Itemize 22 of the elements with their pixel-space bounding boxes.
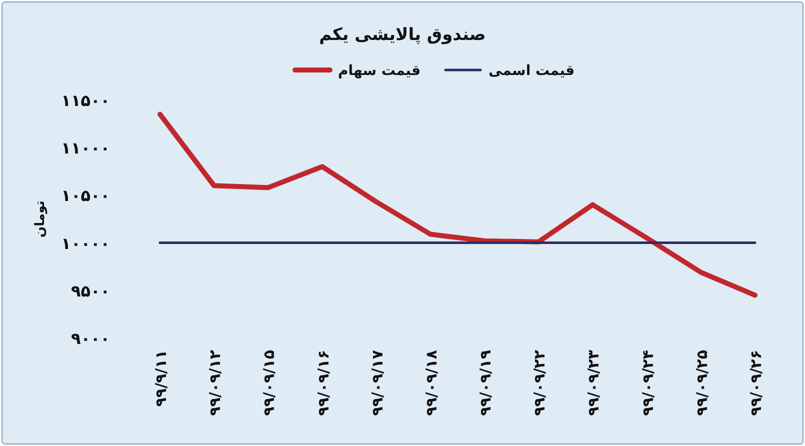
x-tick-label: ۹۹/۰۹/۱۶ bbox=[314, 350, 332, 416]
x-tick-label: ۹۹/۰۹/۲۴ bbox=[638, 350, 657, 416]
x-tick-label: ۹۹/۰۹/۱۹ bbox=[476, 350, 495, 416]
x-tick-label: ۹۹/۰۹/۱۷ bbox=[368, 350, 386, 416]
chart-title: صندوق پالایشی یکم bbox=[319, 25, 486, 45]
y-tick-label: ۱۱۵۰۰ bbox=[61, 91, 110, 110]
x-tick-label: ۹۹/۹/۱۱ bbox=[152, 350, 170, 407]
x-tick-label: ۹۹/۰۹/۲۶ bbox=[747, 350, 765, 416]
y-tick-label: ۱۱۰۰۰ bbox=[61, 138, 110, 158]
x-tick-label: ۹۹/۰۹/۱۸ bbox=[422, 350, 440, 416]
x-tick-label: ۹۹/۰۹/۱۵ bbox=[260, 350, 278, 416]
y-tick-label: ۱۰۵۰۰ bbox=[61, 186, 110, 206]
y-tick-label: ۱۰۰۰۰ bbox=[61, 234, 110, 253]
y-tick-label: ۹۵۰۰ bbox=[70, 281, 110, 300]
x-tick-label: ۹۹/۰۹/۲۵ bbox=[692, 350, 711, 416]
legend-label: قیمت اسمی bbox=[488, 63, 575, 79]
x-tick-label: ۹۹/۰۹/۱۲ bbox=[206, 350, 224, 416]
x-tick-label: ۹۹/۰۹/۲۲ bbox=[530, 350, 549, 416]
y-tick-label: ۹۰۰۰ bbox=[70, 329, 110, 348]
legend-label: قیمت سهام bbox=[338, 63, 420, 79]
y-axis-title: تومان bbox=[33, 200, 48, 238]
x-tick-label: ۹۹/۰۹/۲۳ bbox=[584, 350, 603, 416]
